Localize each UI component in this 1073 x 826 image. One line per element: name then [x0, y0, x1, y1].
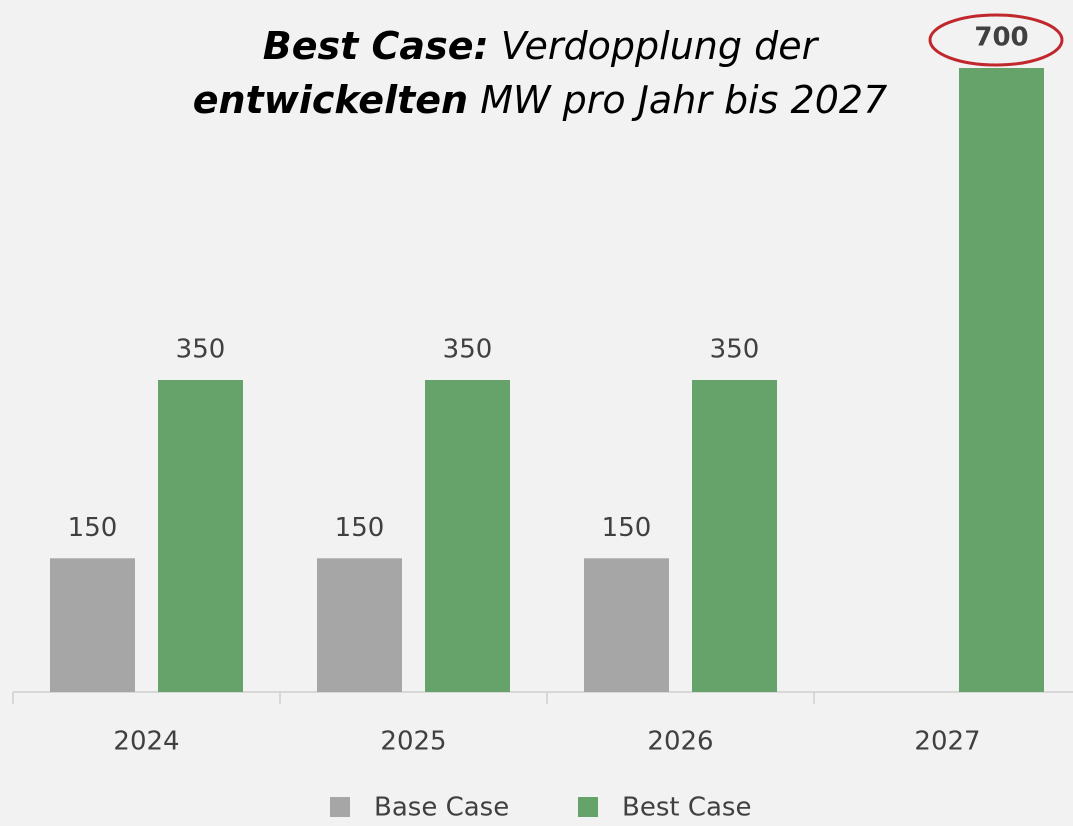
legend-label: Base Case	[374, 793, 509, 823]
legend-label: Best Case	[622, 793, 751, 823]
bar	[584, 558, 669, 692]
bar	[158, 380, 243, 692]
data-label: 350	[710, 335, 760, 365]
bar	[692, 380, 777, 692]
x-tick-label: 2027	[914, 727, 980, 757]
data-label: 150	[335, 513, 385, 543]
data-label: 700	[974, 23, 1028, 53]
data-label: 350	[176, 335, 226, 365]
chart-title-line-1: Best Case: Verdopplung der	[263, 24, 820, 68]
highlight-circle	[928, 13, 1064, 67]
legend-swatch	[330, 797, 350, 817]
title-part: entwickelten	[193, 78, 468, 122]
bar	[50, 558, 135, 692]
title-part: MW pro Jahr bis 2027	[480, 78, 887, 122]
x-tick-label: 2026	[647, 727, 713, 757]
title-part: Verdopplung der	[501, 24, 820, 68]
chart-title-line-2: entwickelten MW pro Jahr bis 2027	[193, 78, 888, 122]
legend-swatch	[578, 797, 598, 817]
data-label: 150	[68, 513, 118, 543]
x-tick-label: 2025	[380, 727, 446, 757]
data-label: 150	[602, 513, 652, 543]
bar	[959, 68, 1044, 692]
title-part: Best Case:	[263, 24, 489, 68]
bar	[425, 380, 510, 692]
bar	[317, 558, 402, 692]
x-tick-label: 2024	[113, 727, 179, 757]
data-label: 350	[443, 335, 493, 365]
